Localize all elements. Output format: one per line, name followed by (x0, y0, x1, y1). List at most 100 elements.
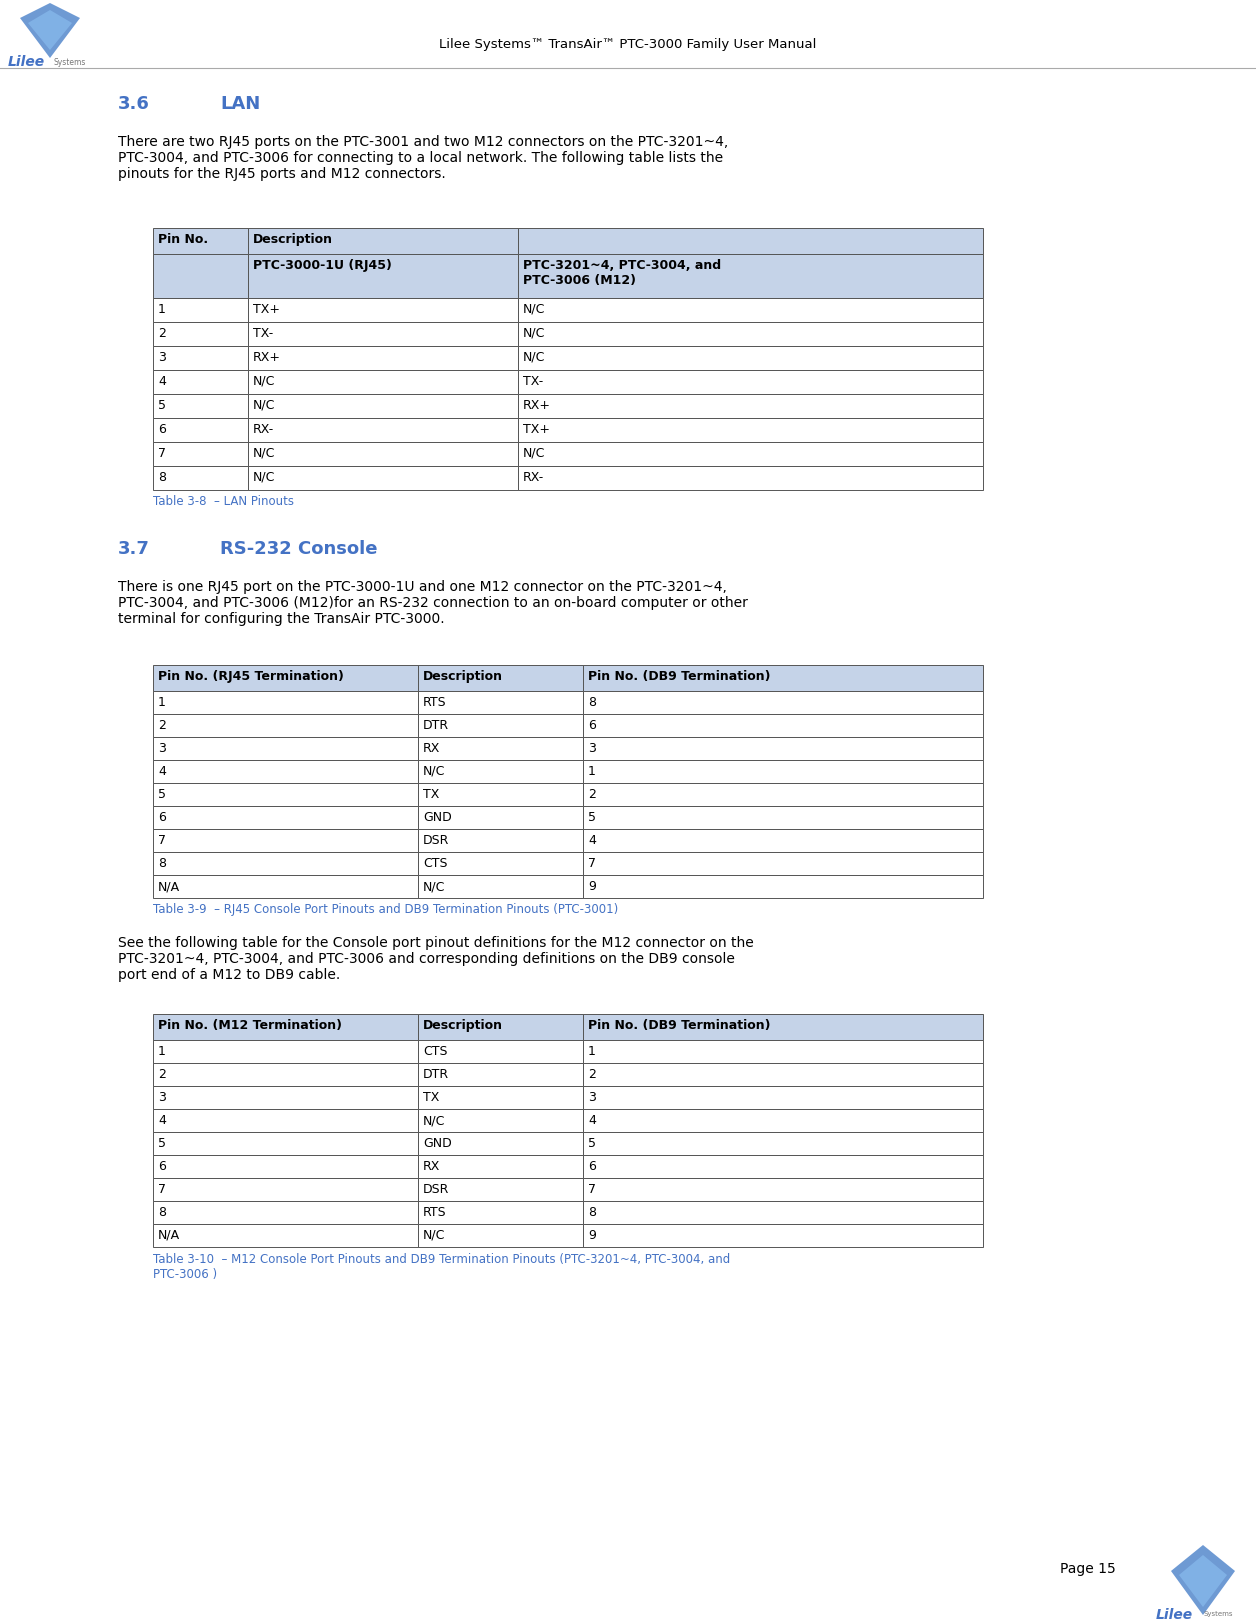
Bar (247, 227, 517, 255)
Bar (583, 782, 983, 807)
Text: N/C: N/C (522, 351, 545, 364)
Text: LAN: LAN (220, 96, 260, 114)
Bar (517, 466, 983, 490)
Bar (418, 1224, 583, 1246)
Text: DSR: DSR (423, 834, 450, 847)
Bar (583, 829, 983, 852)
Text: N/A: N/A (158, 880, 180, 893)
Bar (583, 1014, 983, 1040)
Text: 1: 1 (588, 1045, 595, 1058)
Polygon shape (1171, 1545, 1235, 1615)
Text: 5: 5 (158, 1138, 166, 1151)
Text: 4: 4 (158, 375, 166, 388)
Text: DSR: DSR (423, 1183, 450, 1196)
Polygon shape (20, 3, 80, 58)
Text: CTS: CTS (423, 1045, 447, 1058)
Text: 5: 5 (588, 1138, 597, 1151)
Bar (583, 714, 983, 737)
Bar (418, 1131, 583, 1156)
Bar (153, 419, 247, 441)
Text: Description: Description (252, 234, 333, 247)
Text: 8: 8 (158, 857, 166, 870)
Text: 5: 5 (158, 399, 166, 412)
Bar (517, 394, 983, 419)
Bar (517, 370, 983, 394)
Text: DTR: DTR (423, 719, 450, 732)
Bar (153, 227, 247, 255)
Bar (153, 1156, 418, 1178)
Bar (153, 737, 418, 760)
Text: N/C: N/C (423, 1229, 446, 1242)
Text: 8: 8 (158, 1206, 166, 1219)
Bar (247, 419, 517, 441)
Text: N/C: N/C (252, 471, 275, 484)
Text: 3: 3 (158, 351, 166, 364)
Bar (153, 829, 418, 852)
Polygon shape (1179, 1555, 1227, 1607)
Bar (153, 255, 247, 299)
Text: 6: 6 (158, 812, 166, 824)
Text: See the following table for the Console port pinout definitions for the M12 conn: See the following table for the Console … (118, 936, 754, 982)
Bar (418, 852, 583, 875)
Text: CTS: CTS (423, 857, 447, 870)
Bar (583, 807, 983, 829)
Bar (583, 1224, 983, 1246)
Bar (583, 737, 983, 760)
Text: 3: 3 (158, 1091, 166, 1104)
Text: 2: 2 (588, 1068, 595, 1081)
Bar (583, 665, 983, 691)
Text: Pin No. (DB9 Termination): Pin No. (DB9 Termination) (588, 1019, 770, 1032)
Text: RX-: RX- (522, 471, 544, 484)
Text: 4: 4 (588, 834, 595, 847)
Bar (153, 466, 247, 490)
Bar (153, 299, 247, 321)
Text: N/A: N/A (158, 1229, 180, 1242)
Text: N/C: N/C (522, 304, 545, 316)
Bar (153, 875, 418, 898)
Bar (153, 807, 418, 829)
Bar (418, 1063, 583, 1086)
Bar (418, 782, 583, 807)
Text: Systems: Systems (54, 58, 87, 67)
Bar (583, 1063, 983, 1086)
Bar (583, 1040, 983, 1063)
Text: Lilee: Lilee (1156, 1608, 1193, 1621)
Bar (153, 1131, 418, 1156)
Bar (583, 852, 983, 875)
Text: Table 3-10  – M12 Console Port Pinouts and DB9 Termination Pinouts (PTC-3201~4, : Table 3-10 – M12 Console Port Pinouts an… (153, 1253, 730, 1281)
Text: 8: 8 (588, 1206, 597, 1219)
Bar (153, 441, 247, 466)
Text: There is one RJ45 port on the PTC-3000-1U and one M12 connector on the PTC-3201~: There is one RJ45 port on the PTC-3000-1… (118, 579, 747, 626)
Bar (418, 665, 583, 691)
Bar (418, 1201, 583, 1224)
Bar (583, 1086, 983, 1109)
Bar (153, 1178, 418, 1201)
Text: RX+: RX+ (252, 351, 281, 364)
Bar (517, 227, 983, 255)
Text: 3.7: 3.7 (118, 540, 149, 558)
Bar (418, 1040, 583, 1063)
Bar (583, 1131, 983, 1156)
Text: There are two RJ45 ports on the PTC-3001 and two M12 connectors on the PTC-3201~: There are two RJ45 ports on the PTC-3001… (118, 135, 728, 182)
Bar (583, 1201, 983, 1224)
Text: 1: 1 (158, 304, 166, 316)
Text: 5: 5 (158, 789, 166, 802)
Text: Table 3-9  – RJ45 Console Port Pinouts and DB9 Termination Pinouts (PTC-3001): Table 3-9 – RJ45 Console Port Pinouts an… (153, 902, 618, 915)
Text: N/C: N/C (423, 764, 446, 777)
Bar (153, 691, 418, 714)
Text: TX-: TX- (252, 326, 274, 339)
Text: Description: Description (423, 670, 502, 683)
Text: RTS: RTS (423, 696, 447, 709)
Text: 7: 7 (158, 834, 166, 847)
Text: TX: TX (423, 789, 440, 802)
Text: 7: 7 (588, 1183, 597, 1196)
Bar (153, 782, 418, 807)
Bar (247, 441, 517, 466)
Bar (153, 1086, 418, 1109)
Text: RS-232 Console: RS-232 Console (220, 540, 378, 558)
Bar (247, 370, 517, 394)
Text: RX+: RX+ (522, 399, 551, 412)
Polygon shape (28, 10, 72, 50)
Text: N/C: N/C (252, 399, 275, 412)
Bar (153, 321, 247, 346)
